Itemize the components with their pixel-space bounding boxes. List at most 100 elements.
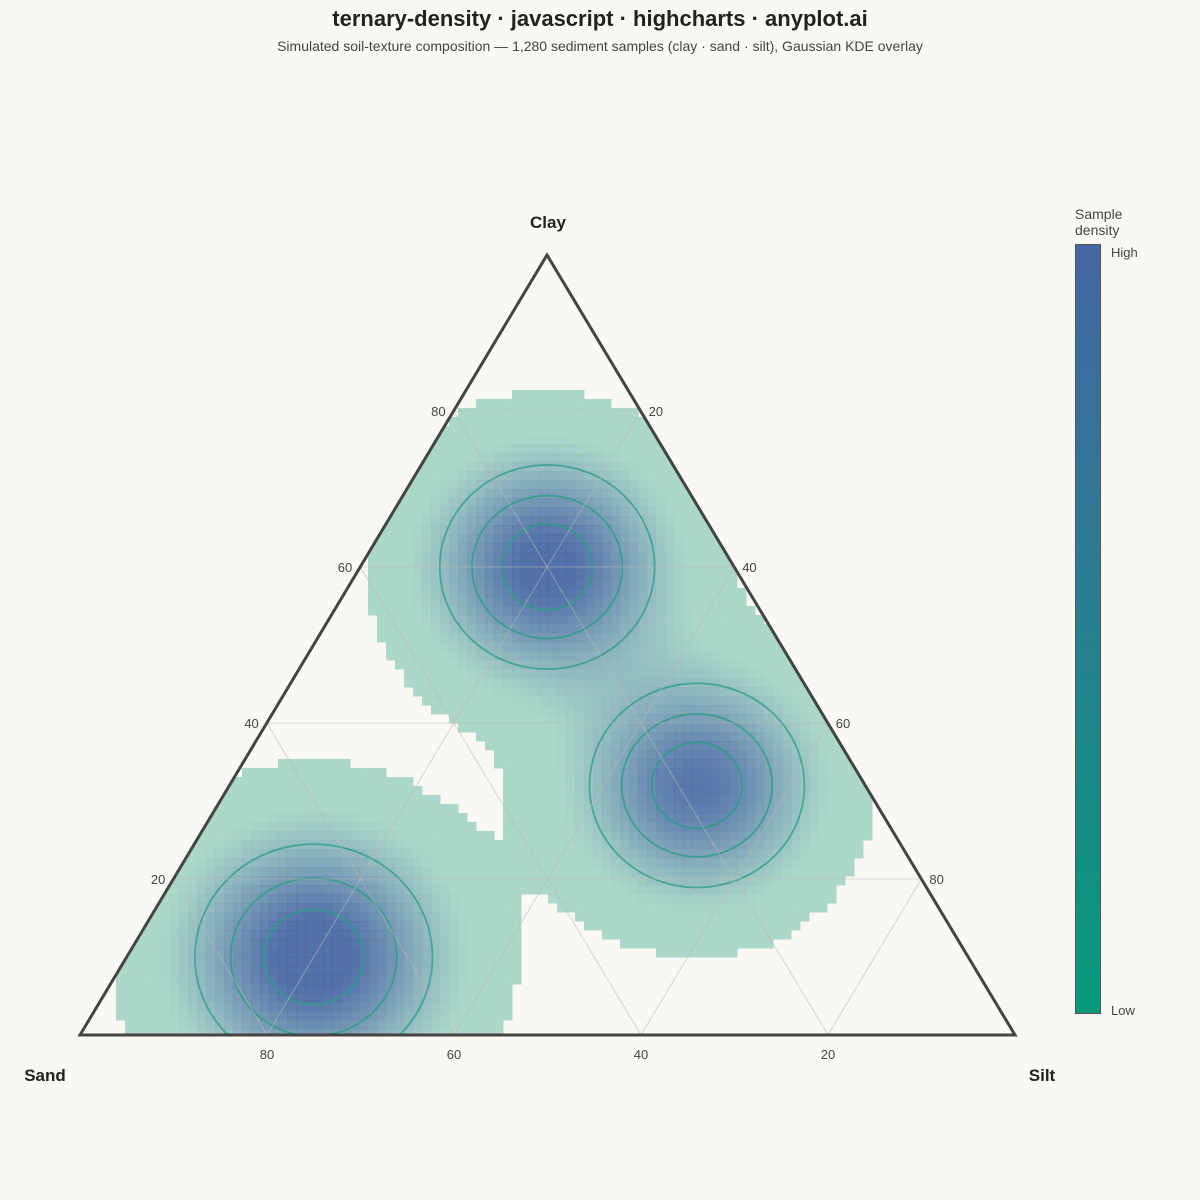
density-cell xyxy=(233,993,243,1003)
density-cell xyxy=(224,795,234,805)
density-cell xyxy=(719,723,729,733)
density-cell xyxy=(467,705,477,715)
density-cell xyxy=(818,894,828,904)
density-cell xyxy=(656,939,666,949)
density-cell xyxy=(773,822,783,832)
density-cell xyxy=(449,516,459,526)
density-cell xyxy=(161,912,171,922)
density-cell xyxy=(674,597,684,607)
density-cell xyxy=(638,588,648,598)
density-cell xyxy=(674,444,684,454)
density-cell xyxy=(287,975,297,985)
density-cell xyxy=(602,723,612,733)
density-cell xyxy=(863,768,873,778)
density-cell xyxy=(467,903,477,913)
density-cell xyxy=(683,561,693,571)
density-cell xyxy=(719,696,729,706)
density-cell xyxy=(395,615,405,625)
density-cell xyxy=(503,588,513,598)
density-cell xyxy=(674,498,684,508)
density-cell xyxy=(395,849,405,859)
density-cell xyxy=(494,633,504,643)
density-cell xyxy=(251,777,261,787)
density-cell xyxy=(305,831,315,841)
density-cell xyxy=(737,858,747,868)
density-cell xyxy=(602,624,612,634)
density-cell xyxy=(350,768,360,778)
density-cell xyxy=(701,579,711,589)
density-cell xyxy=(494,579,504,589)
density-cell xyxy=(170,957,180,967)
density-cell xyxy=(674,858,684,868)
density-cell xyxy=(458,597,468,607)
density-cell xyxy=(566,570,576,580)
density-cell xyxy=(548,858,558,868)
density-cell xyxy=(179,939,189,949)
density-cell xyxy=(170,948,180,958)
density-cell xyxy=(161,1011,171,1021)
density-cell xyxy=(485,975,495,985)
density-cell xyxy=(773,696,783,706)
density-cell xyxy=(674,624,684,634)
density-cell xyxy=(791,759,801,769)
density-cell xyxy=(449,939,459,949)
density-cell xyxy=(395,507,405,517)
density-cell xyxy=(269,975,279,985)
density-cell xyxy=(548,732,558,742)
density-cell xyxy=(755,723,765,733)
density-cell xyxy=(422,1011,432,1021)
density-cell xyxy=(665,912,675,922)
density-cell xyxy=(233,804,243,814)
density-cell xyxy=(143,903,153,913)
density-cell xyxy=(449,993,459,1003)
density-cell xyxy=(107,957,117,967)
density-cell xyxy=(746,696,756,706)
density-cell xyxy=(782,930,792,940)
density-cell xyxy=(458,444,468,454)
density-cell xyxy=(638,462,648,472)
density-cell xyxy=(278,984,288,994)
density-cell xyxy=(467,444,477,454)
density-cell xyxy=(548,723,558,733)
density-cell xyxy=(485,957,495,967)
density-cell xyxy=(638,912,648,922)
density-cell xyxy=(647,444,657,454)
density-cell xyxy=(746,741,756,751)
density-cell xyxy=(449,525,459,535)
density-cell xyxy=(566,498,576,508)
density-cell xyxy=(575,435,585,445)
density-cell xyxy=(332,939,342,949)
density-cell xyxy=(728,624,738,634)
density-cell xyxy=(746,912,756,922)
density-cell xyxy=(791,813,801,823)
density-cell xyxy=(467,822,477,832)
density-cell xyxy=(206,966,216,976)
density-cell xyxy=(476,633,486,643)
density-cell xyxy=(197,840,207,850)
density-cell xyxy=(404,903,414,913)
density-cell xyxy=(737,642,747,652)
density-cell xyxy=(665,462,675,472)
density-cell xyxy=(746,795,756,805)
density-cell xyxy=(620,723,630,733)
density-cell xyxy=(728,579,738,589)
density-cell xyxy=(692,948,702,958)
density-cell xyxy=(647,903,657,913)
density-cell xyxy=(305,948,315,958)
density-cell xyxy=(134,993,144,1003)
density-cell xyxy=(278,831,288,841)
density-cell xyxy=(764,840,774,850)
density-cell xyxy=(188,912,198,922)
density-cell xyxy=(566,561,576,571)
tick-label-clay: 60 xyxy=(338,560,352,575)
density-cell xyxy=(566,813,576,823)
density-cell xyxy=(395,912,405,922)
density-cell xyxy=(224,876,234,886)
density-cell xyxy=(467,624,477,634)
density-cell xyxy=(755,633,765,643)
density-cell xyxy=(530,597,540,607)
density-cell xyxy=(287,885,297,895)
density-cell xyxy=(494,417,504,427)
density-cell xyxy=(665,903,675,913)
density-cell xyxy=(305,885,315,895)
